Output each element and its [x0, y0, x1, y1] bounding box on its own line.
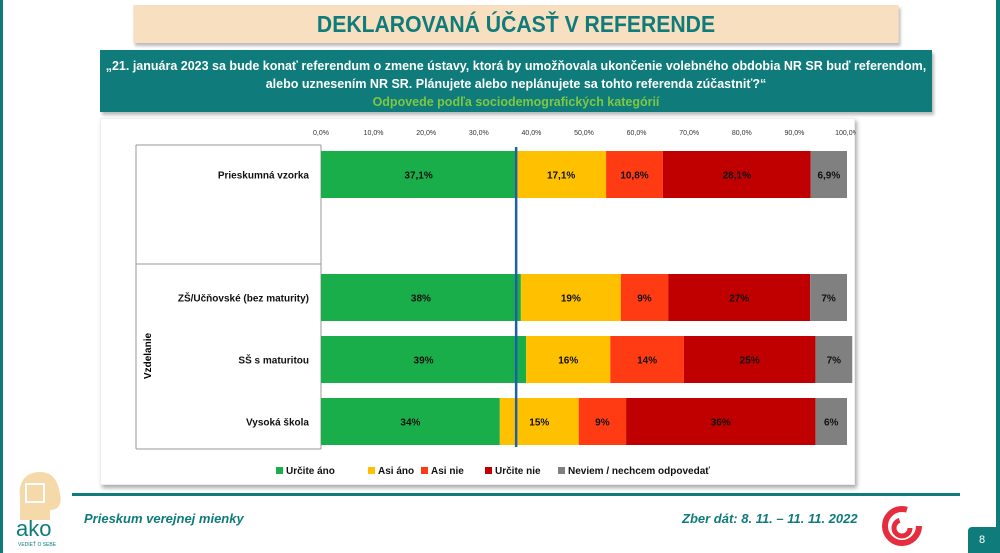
bar-segment	[321, 398, 500, 445]
subtitle: Odpovede podľa sociodemografických kateg…	[372, 95, 660, 109]
footer-date: Zber dát: 8. 11. – 11. 11. 2022	[682, 511, 858, 526]
page-number: 8	[968, 527, 996, 553]
legend-label: Asi nie	[431, 466, 464, 477]
x-tick-label: 50,0%	[574, 130, 594, 137]
swirl-logo-icon	[880, 504, 924, 553]
footer-divider	[72, 493, 960, 496]
bar-segment	[526, 336, 611, 383]
data-label: 38%	[411, 294, 431, 305]
legend-swatch	[558, 467, 565, 474]
data-label: 9%	[637, 294, 652, 305]
data-label: 27%	[729, 294, 749, 305]
legend-label: Neviem / nechcem odpovedať	[568, 466, 710, 477]
legend-label: Určite áno	[286, 466, 335, 477]
bar-segment	[626, 398, 816, 445]
x-tick-label: 40,0%	[521, 130, 541, 137]
bar-segment	[683, 336, 816, 383]
page-title: DEKLAROVANÁ ÚČASŤ V REFERENDE	[133, 5, 899, 43]
bar-segment	[810, 274, 847, 321]
bar-segment	[815, 336, 853, 383]
data-label: 10,8%	[620, 171, 648, 182]
bar-segment	[520, 274, 621, 321]
bar-segment	[620, 274, 669, 321]
category-label: Prieskumná vzorka	[218, 171, 310, 182]
bar-segment	[662, 151, 811, 198]
bar-segment	[610, 336, 684, 383]
data-label: 15%	[529, 418, 549, 429]
chart-container: 0,0% 10,0% 20,0% 30,0% 40,0% 50,0% 60,0% 70,0% 8…	[100, 118, 859, 485]
data-label: 19%	[561, 294, 581, 305]
data-label: 28,1%	[723, 171, 751, 182]
x-tick-label: 20,0%	[416, 130, 436, 137]
data-label: 6,9%	[817, 171, 840, 182]
data-label: 37,1%	[404, 171, 432, 182]
svg-text:ako: ako	[16, 516, 51, 541]
bar-segment	[578, 398, 627, 445]
bar-segment	[321, 274, 521, 321]
x-tick-label: 0,0%	[313, 130, 329, 137]
category-label: Vysoká škola	[246, 418, 309, 429]
data-label: 14%	[637, 356, 657, 367]
data-label: 17,1%	[547, 171, 575, 182]
bar-segment	[516, 151, 607, 198]
data-label: 9%	[595, 418, 610, 429]
bar-segment	[321, 336, 527, 383]
data-label: 16%	[558, 356, 578, 367]
ako-logo: ako VEDIEŤ O SEBE	[10, 468, 70, 553]
legend-swatch	[421, 467, 428, 474]
data-label: 36%	[711, 418, 731, 429]
category-label: ZŠ/Učňovské (bez maturity)	[178, 292, 309, 305]
legend-swatch	[485, 467, 492, 474]
x-tick-label: 90,0%	[784, 130, 804, 137]
bar-segment	[815, 398, 847, 445]
data-label: 7%	[821, 294, 836, 305]
x-tick-label: 30,0%	[469, 130, 489, 137]
legend-swatch	[368, 467, 375, 474]
group-label: Vzdelanie	[143, 333, 154, 380]
question-box: „21. januára 2023 sa bude konať referend…	[100, 50, 932, 112]
x-tick-label: 10,0%	[364, 130, 384, 137]
category-label: SŠ s maturitou	[238, 354, 309, 367]
bar-segment	[810, 151, 847, 198]
legend-label: Asi áno	[378, 466, 414, 477]
right-edge	[996, 0, 1000, 553]
x-tick-label: 80,0%	[732, 130, 752, 137]
data-label: 34%	[400, 418, 420, 429]
x-tick-label: 100,0%	[835, 130, 856, 137]
footer-survey-label: Prieskum verejnej mienky	[84, 511, 244, 526]
data-label: 7%	[827, 356, 842, 367]
bar-segment	[606, 151, 663, 198]
legend-swatch	[276, 467, 283, 474]
stacked-bar-chart: 0,0% 10,0% 20,0% 30,0% 40,0% 50,0% 60,0% 70,0% 8…	[135, 130, 859, 477]
left-edge	[0, 0, 3, 553]
bar-segment	[499, 398, 579, 445]
data-label: 6%	[824, 418, 839, 429]
x-tick-label: 70,0%	[679, 130, 699, 137]
data-label: 39%	[414, 356, 434, 367]
bar-segment	[668, 274, 811, 321]
legend-label: Určite nie	[495, 466, 541, 477]
data-label: 25%	[740, 356, 760, 367]
bar-segment	[321, 151, 517, 198]
question-text: „21. januára 2023 sa bude konať referend…	[105, 59, 927, 91]
svg-text:VEDIEŤ O SEBE: VEDIEŤ O SEBE	[18, 540, 57, 548]
x-tick-label: 60,0%	[627, 130, 647, 137]
